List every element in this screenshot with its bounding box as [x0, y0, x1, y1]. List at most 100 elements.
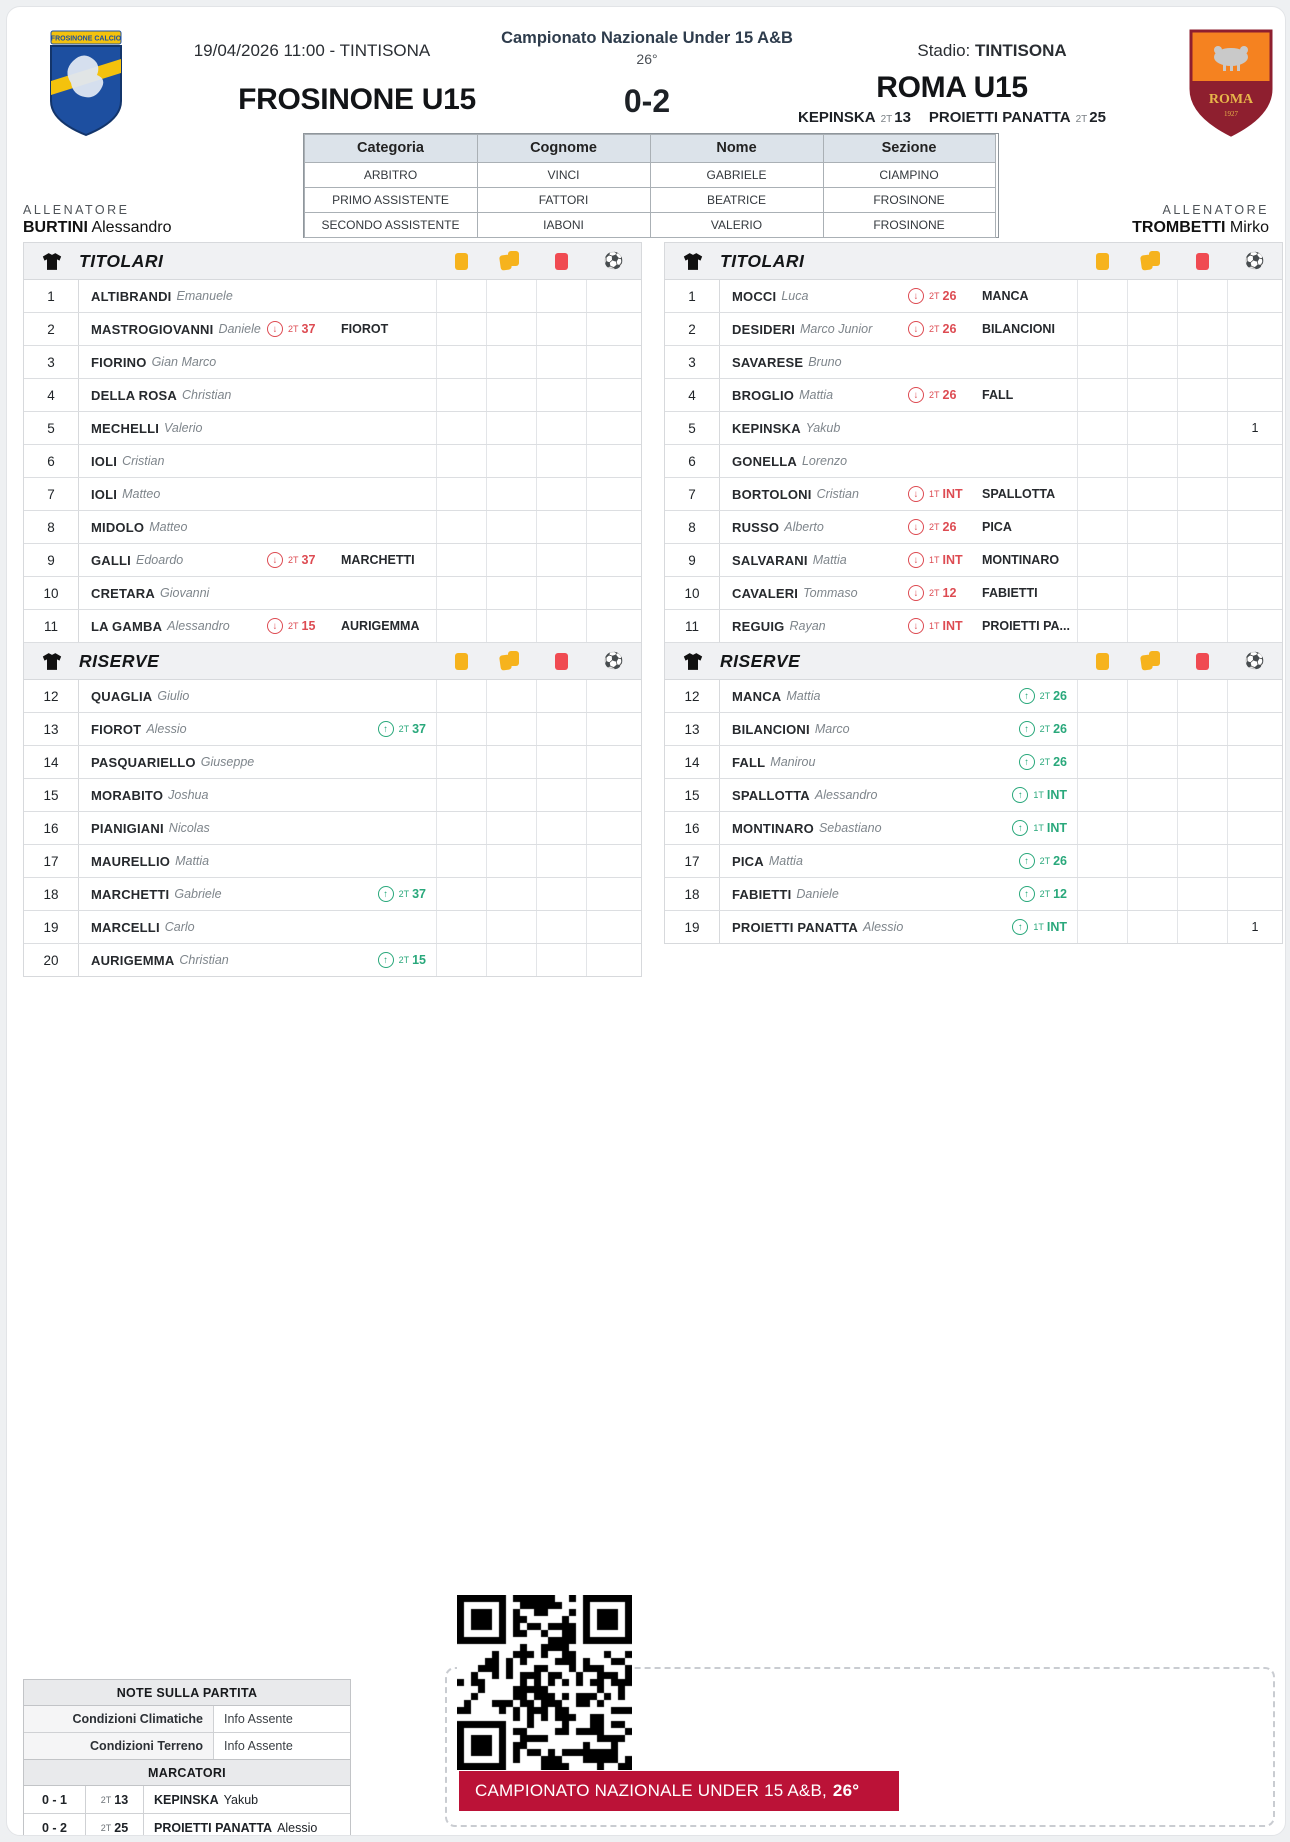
sub-half: 2T	[929, 390, 940, 400]
red-card-cell	[536, 313, 586, 345]
player-firstname: Matteo	[149, 520, 188, 534]
sub-out-arrow-icon: ↓	[908, 387, 924, 403]
player-firstname: Alberto	[784, 520, 824, 534]
double-yellow-card-cell	[486, 878, 536, 910]
double-yellow-card-cell	[1127, 544, 1177, 576]
substitution-out: ↓ 2T 26	[908, 387, 956, 403]
goals-cell	[1227, 878, 1282, 910]
yellow-card-cell	[1077, 577, 1127, 609]
goal-player: PROIETTI PANATTA Alessio	[144, 1814, 350, 1835]
goals-cell	[1227, 445, 1282, 477]
player-name-cell: DESIDERI Marco Junior ↓ 2T 26 BILANCIONI	[720, 313, 1077, 345]
red-card-cell	[536, 544, 586, 576]
player-number: 17	[24, 845, 79, 877]
substitution-in: ↑ 2T 37	[377, 886, 426, 902]
officials-cell: VINCI	[476, 161, 651, 188]
red-card-cell	[536, 845, 586, 877]
double-yellow-card-cell	[486, 511, 536, 543]
double-yellow-card-cell	[1127, 746, 1177, 778]
player-number: 9	[24, 544, 79, 576]
player-number: 15	[24, 779, 79, 811]
player-row: 13 FIOROT Alessio ↑ 2T 37	[24, 713, 641, 746]
sub-half: 1T	[1033, 790, 1044, 800]
sub-half: 1T	[929, 489, 940, 499]
double-yellow-card-cell	[1127, 577, 1177, 609]
sub-minute: 15	[412, 953, 426, 967]
substitution-out: ↓ 2T 26	[908, 519, 956, 535]
player-row: 2 DESIDERI Marco Junior ↓ 2T 26 BILANCIONI	[665, 313, 1282, 346]
replacement-name: MARCHETTI	[341, 553, 415, 567]
sub-minute: 26	[942, 322, 957, 336]
match-datetime: 19/04/2026 11:00 - TINTISONA	[193, 41, 431, 60]
player-row: 4 DELLA ROSA Christian	[24, 379, 641, 412]
goals-cell	[586, 280, 641, 312]
player-number: 17	[665, 845, 720, 877]
double-yellow-card-cell	[1127, 878, 1177, 910]
yellow-card-cell	[436, 478, 486, 510]
football-icon: ⚽	[603, 253, 624, 270]
officials-cell: FROSINONE	[822, 211, 996, 238]
replacement-name: BILANCIONI	[982, 322, 1055, 336]
player-name-cell: GALLI Edoardo ↓ 2T 37 MARCHETTI	[79, 544, 436, 576]
sub-minute: 37	[412, 887, 426, 901]
player-name-cell: SAVARESE Bruno	[720, 346, 1077, 378]
player-surname: SAVARESE	[732, 354, 804, 370]
away-scorers-line: KEPINSKA 2T 13 PROIETTI PANATTA 2T 25	[747, 109, 1157, 126]
player-firstname: Matteo	[122, 487, 161, 501]
footer-dashed-box	[445, 1667, 1275, 1827]
player-row: 4 BROGLIO Mattia ↓ 2T 26 FALL	[665, 379, 1282, 412]
officials-cell: SECONDO ASSISTENTE	[303, 211, 478, 238]
sub-in-arrow-icon: ↑	[377, 952, 394, 968]
player-row: 17 PICA Mattia ↑ 2T 26	[665, 845, 1282, 878]
substitution-in: ↑ 1T INT	[1012, 919, 1067, 935]
goals-cell	[586, 412, 641, 444]
player-surname: MIDOLO	[91, 519, 145, 535]
goals-cell	[1227, 511, 1282, 543]
scorer-minute: 25	[1089, 109, 1106, 126]
goals-cell	[1227, 713, 1282, 745]
roster-section-title: TITOLARI	[720, 250, 805, 271]
yellow-card-cell	[1077, 346, 1127, 378]
player-name-cell: GONELLA Lorenzo	[720, 445, 1077, 477]
match-note-row: Condizioni Terreno Info Assente	[24, 1733, 350, 1759]
goals-cell	[586, 779, 641, 811]
replacement-name: FABIETTI	[982, 586, 1038, 600]
goals-cell	[1227, 845, 1282, 877]
player-name-cell: SALVARANI Mattia ↓ 1T INT MONTINARO	[720, 544, 1077, 576]
home-team-name: FROSINONE U15	[238, 83, 476, 116]
player-number: 15	[665, 779, 720, 811]
player-number: 5	[665, 412, 720, 444]
substitution-out: ↓ 2T 15	[267, 618, 315, 634]
player-number: 6	[665, 445, 720, 477]
officials-header-cell: Categoria	[303, 133, 478, 163]
double-yellow-card-cell	[1127, 610, 1177, 642]
player-surname: REGUIG	[732, 618, 785, 634]
player-name-cell: BILANCIONI Marco ↑ 2T 26	[720, 713, 1077, 745]
double-yellow-card-cell	[486, 544, 536, 576]
sub-in-arrow-icon: ↑	[1018, 886, 1035, 902]
player-number: 18	[665, 878, 720, 910]
player-surname: DESIDERI	[732, 321, 796, 337]
player-firstname: Rayan	[789, 619, 826, 633]
officials-cell: FATTORI	[476, 186, 651, 213]
match-notes-title: NOTE SULLA PARTITA	[24, 1680, 350, 1706]
player-name-cell: BORTOLONI Cristian ↓ 1T INT SPALLOTTA	[720, 478, 1077, 510]
player-surname: KEPINSKA	[732, 420, 801, 436]
sub-minute: INT	[1046, 788, 1067, 802]
goals-cell	[586, 544, 641, 576]
double-yellow-card-cell	[486, 713, 536, 745]
red-card-cell	[536, 280, 586, 312]
yellow-card-cell	[436, 445, 486, 477]
player-firstname: Mattia	[812, 553, 847, 567]
yellow-card-cell	[1077, 878, 1127, 910]
officials-cell: VALERIO	[649, 211, 824, 238]
officials-header-cell: Cognome	[476, 133, 651, 163]
player-surname: FIOROT	[91, 721, 142, 737]
substitution-out: ↓ 1T INT	[908, 486, 963, 502]
sub-minute: 15	[301, 619, 316, 633]
player-surname: BILANCIONI	[732, 721, 810, 737]
goal-player-firstname: Alessio	[277, 1820, 318, 1835]
jersey-icon	[42, 652, 61, 670]
substitution-out: ↓ 1T INT	[908, 552, 963, 568]
red-card-cell	[536, 944, 586, 976]
